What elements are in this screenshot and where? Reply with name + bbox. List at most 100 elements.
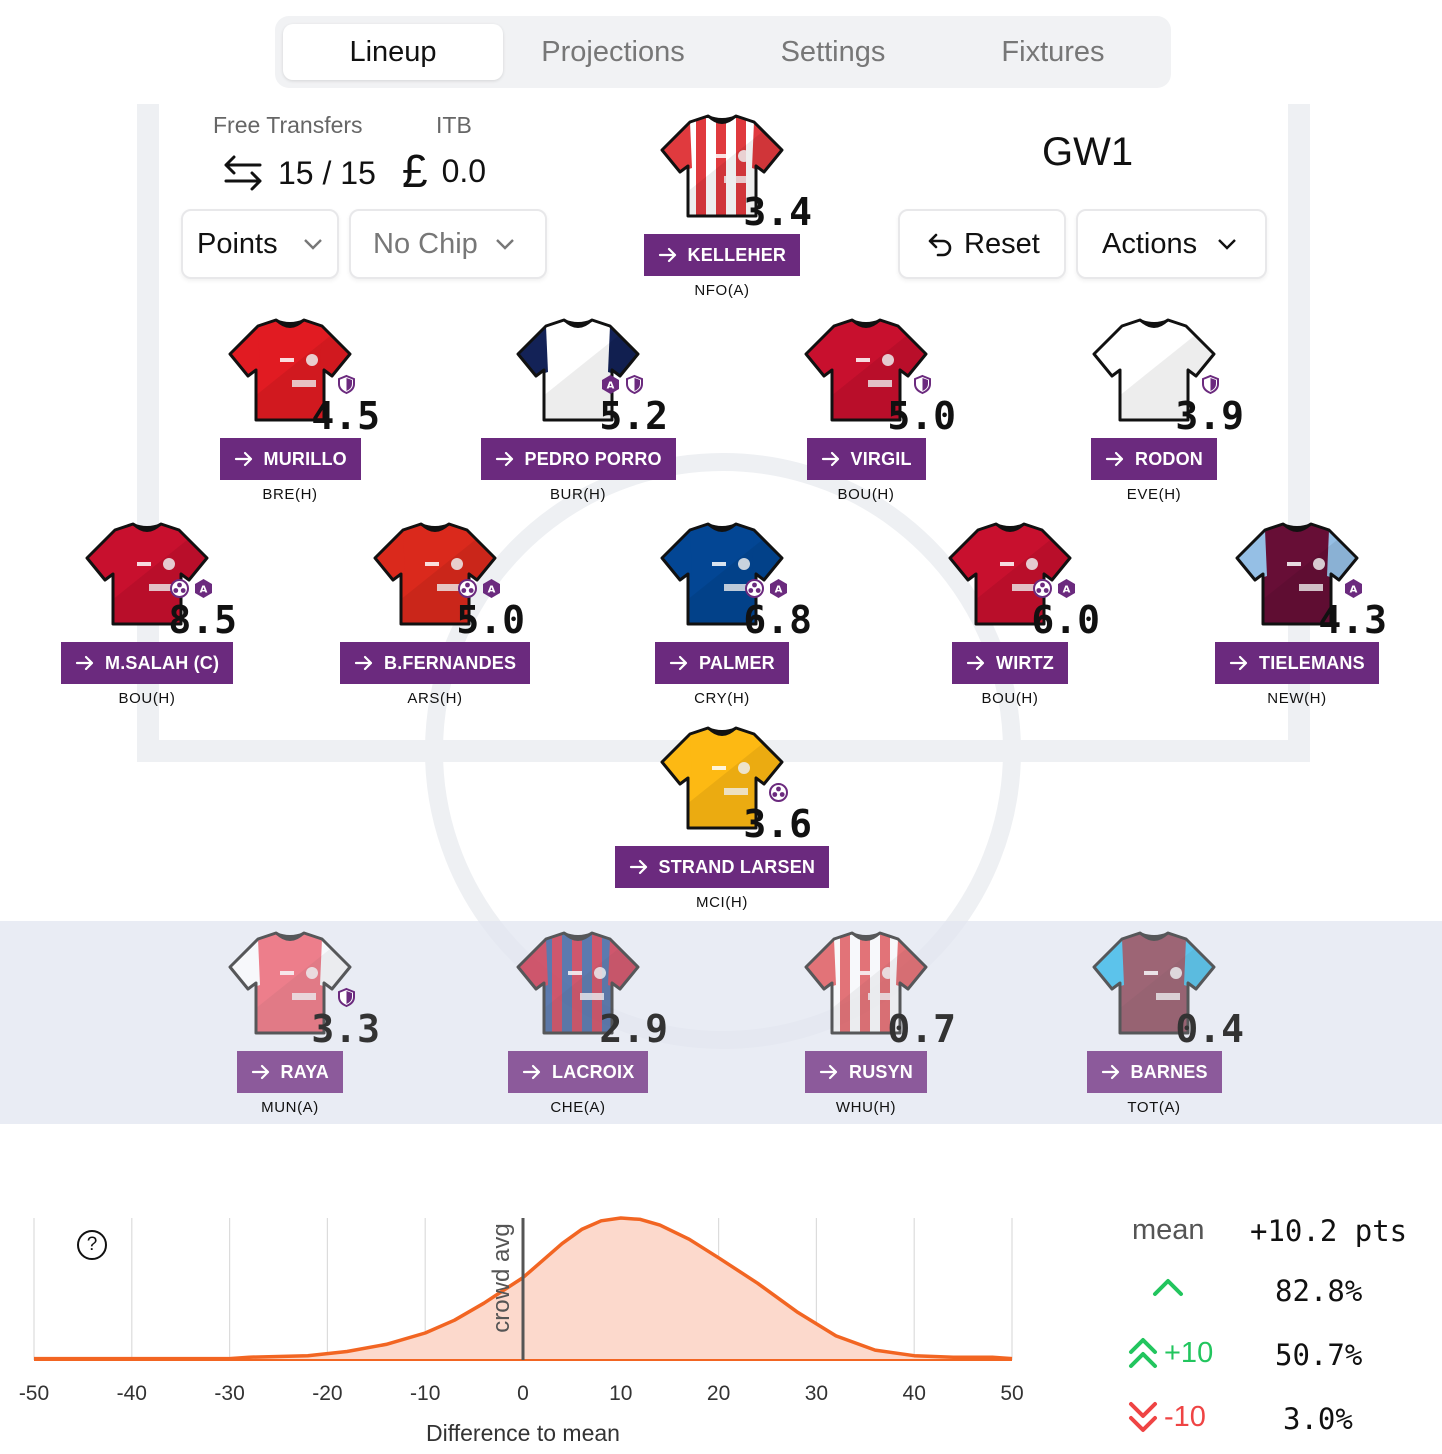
player-name: RAYA [280,1061,329,1082]
reset-button[interactable]: Reset [898,209,1066,279]
x-tick-label: -30 [214,1382,244,1405]
transfer-player-button[interactable]: LACROIX [508,1051,649,1093]
svg-text:A: A [1063,585,1071,596]
arrow-right-icon [658,247,676,263]
goal-ball-icon [457,578,478,599]
player-fixture: NEW(H) [1267,690,1327,707]
itb-amount: 0.0 [441,152,487,189]
svg-text:A: A [200,585,208,596]
transfer-player-button[interactable]: PALMER [655,642,789,684]
player-name: STRAND LARSEN [658,856,816,877]
player-fixture: NFO(A) [694,282,750,299]
projected-points: 5.0 [456,598,525,642]
player-name: WIRTZ [996,652,1054,673]
transfer-player-button[interactable]: RUSYN [805,1051,928,1093]
transfer-player-button[interactable]: B.FERNANDES [340,642,531,684]
player-card[interactable]: A 8.5 M.SALAH (C) BOU(H) [47,516,267,716]
player-card[interactable]: 3.6 STRAND LARSEN MCI(H) [614,720,842,920]
projected-points: 0.4 [1175,1007,1244,1051]
player-card[interactable]: A 6.0 WIRTZ BOU(H) [910,516,1130,716]
player-card[interactable]: 3.9 RODON EVE(H) [1054,312,1274,512]
x-tick-label: 50 [1000,1382,1023,1405]
x-tick-label: 40 [903,1382,926,1405]
tab-lineup[interactable]: Lineup [283,24,503,80]
player-name: PALMER [699,652,775,673]
transfer-player-button[interactable]: VIRGIL [806,438,926,480]
reset-label: Reset [964,227,1040,260]
points-select[interactable]: Points [181,209,339,279]
player-badges: A [169,578,214,599]
transfer-player-button[interactable]: M.SALAH (C) [61,642,234,684]
double-chevron-down-icon [1129,1402,1157,1432]
svg-text:A: A [607,381,615,392]
player-card[interactable]: A 5.2 PEDRO PORRO BUR(H) [478,312,698,512]
goal-ball-icon [744,578,765,599]
x-tick-label: -10 [410,1382,440,1405]
player-card[interactable]: 3.4 KELLEHER NFO(A) [622,108,842,308]
player-badges [336,374,357,395]
player-fixture: TOT(A) [1127,1099,1181,1116]
plus10-row: +10 [1128,1336,1213,1370]
clean-sheet-shield-icon [336,374,357,395]
tab-settings[interactable]: Settings [780,35,886,68]
player-name: RODON [1135,448,1203,469]
player-badges: A [1343,578,1364,599]
player-badges [336,987,357,1008]
player-name: RUSYN [849,1061,914,1082]
player-name: VIRGIL [850,448,912,469]
player-fixture: CHE(A) [550,1099,606,1116]
tab-bar: Lineup Projections Settings Fixtures [275,16,1171,88]
plus10-probability: 50.7% [1275,1338,1363,1372]
chip-select-value: No Chip [373,227,478,260]
player-fixture: BOU(H) [981,690,1039,707]
arrow-right-icon [1229,655,1248,671]
arrow-right-icon [234,451,252,467]
arrow-right-icon [629,859,647,875]
transfer-player-button[interactable]: BARNES [1086,1051,1222,1093]
player-name: M.SALAH (C) [105,652,220,673]
bench-player-card[interactable]: 3.3 RAYA MUN(A) [190,925,410,1125]
player-name: B.FERNANDES [384,652,517,673]
free-transfers-count: 15 / 15 [278,154,376,191]
help-icon[interactable]: ? [77,1230,107,1260]
player-name: PEDRO PORRO [524,448,662,469]
distribution-line [34,1216,1013,1361]
player-card[interactable]: A 5.0 B.FERNANDES ARS(H) [335,516,555,716]
player-fixture: EVE(H) [1126,486,1182,503]
svg-text:A: A [775,585,783,596]
player-fixture: WHU(H) [835,1099,897,1116]
itb-label: ITB [436,112,472,138]
bench-player-card[interactable]: 0.7 RUSYN WHU(H) [766,925,986,1125]
projected-points: 3.3 [311,1007,380,1051]
player-card[interactable]: 5.0 VIRGIL BOU(H) [766,312,986,512]
transfer-player-button[interactable]: MURILLO [219,438,361,480]
player-card[interactable]: 4.5 MURILLO BRE(H) [190,312,410,512]
player-card[interactable]: A 6.8 PALMER CRY(H) [622,516,842,716]
bench-player-card[interactable]: 2.9 LACROIX CHE(A) [478,925,698,1125]
projected-points: 3.9 [1175,394,1244,438]
transfer-player-button[interactable]: KELLEHER [643,234,801,276]
assist-icon: A [481,578,502,599]
chip-select[interactable]: No Chip [349,209,547,279]
transfer-player-button[interactable]: PEDRO PORRO [480,438,676,480]
transfer-player-button[interactable]: WIRTZ [952,642,1068,684]
arrow-right-icon [354,655,373,671]
actions-button[interactable]: Actions [1076,209,1267,279]
x-tick-label: 10 [609,1382,632,1405]
tab-projections[interactable]: Projections [541,35,685,68]
bench-player-card[interactable]: 0.4 BARNES TOT(A) [1054,925,1274,1125]
transfer-player-button[interactable]: STRAND LARSEN [614,846,830,888]
transfer-player-button[interactable]: TIELEMANS [1215,642,1379,684]
x-tick-label: -40 [117,1382,147,1405]
player-badges [1200,374,1221,395]
transfer-player-button[interactable]: RAYA [236,1051,343,1093]
svg-text:A: A [1350,585,1358,596]
player-name: LACROIX [552,1061,635,1082]
chevron-down-icon [1217,238,1237,250]
projected-points: 8.5 [168,598,237,642]
chevron-down-icon [495,238,515,250]
free-transfers-label: Free Transfers [213,112,363,138]
tab-fixtures[interactable]: Fixtures [1001,35,1105,68]
transfer-player-button[interactable]: RODON [1091,438,1217,480]
player-card[interactable]: A 4.3 TIELEMANS NEW(H) [1197,516,1417,716]
